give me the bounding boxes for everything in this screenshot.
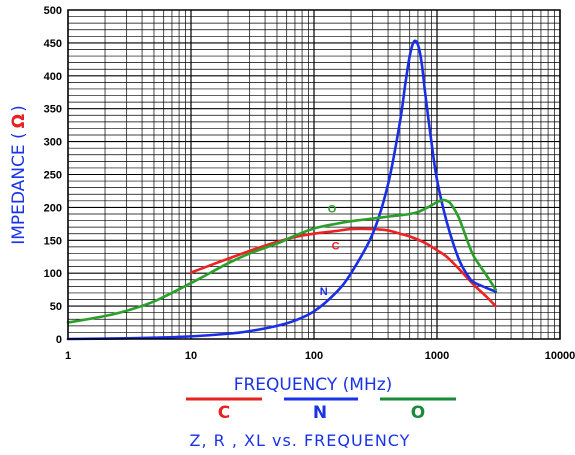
y-axis-label: IMPEDANCE ( Ω) bbox=[9, 105, 29, 245]
y-tick-label: 350 bbox=[44, 104, 62, 116]
series-label-o: O bbox=[328, 204, 337, 216]
y-tick-label: 200 bbox=[44, 202, 62, 214]
legend-label-n: N bbox=[313, 403, 327, 423]
chart-title: Z, R , XL vs. FREQUENCY bbox=[190, 431, 411, 450]
y-axis-label-close: ) bbox=[9, 105, 29, 112]
series-label-n: N bbox=[320, 286, 328, 298]
y-tick-label: 150 bbox=[44, 235, 62, 247]
y-tick-label: 450 bbox=[44, 38, 62, 50]
y-tick-label: 500 bbox=[44, 5, 62, 17]
plot-frame bbox=[67, 9, 561, 340]
series-label-c: C bbox=[332, 241, 340, 253]
series-layer: C N O bbox=[66, 39, 497, 341]
y-axis-label-main: IMPEDANCE ( bbox=[9, 132, 29, 244]
x-tick-label: 1 bbox=[65, 350, 71, 362]
legend-label-o: O bbox=[411, 403, 425, 423]
series-line-o bbox=[66, 198, 497, 324]
series-line-n bbox=[66, 39, 497, 341]
x-tick-label: 1000 bbox=[425, 350, 449, 362]
x-tick-label: 10000 bbox=[545, 350, 575, 362]
y-axis-label-unit: Ω bbox=[9, 114, 29, 128]
x-tick-label: 100 bbox=[305, 350, 323, 362]
axis-layer: 0 50 100 150 200 250 300 350 400 450 500 1 10 100 1000… bbox=[44, 5, 575, 362]
y-tick-label: 400 bbox=[44, 71, 62, 83]
y-tick-label: 100 bbox=[44, 268, 62, 280]
x-axis-label: FREQUENCY (MHz) bbox=[234, 375, 393, 395]
y-tick-label: 300 bbox=[44, 137, 62, 149]
y-tick-label: 50 bbox=[50, 301, 62, 313]
legend-label-c: C bbox=[218, 403, 230, 423]
x-tick-label: 10 bbox=[185, 350, 197, 362]
grid-layer bbox=[67, 9, 561, 340]
y-tick-label: 250 bbox=[44, 170, 62, 182]
y-tick-label: 0 bbox=[56, 334, 62, 346]
